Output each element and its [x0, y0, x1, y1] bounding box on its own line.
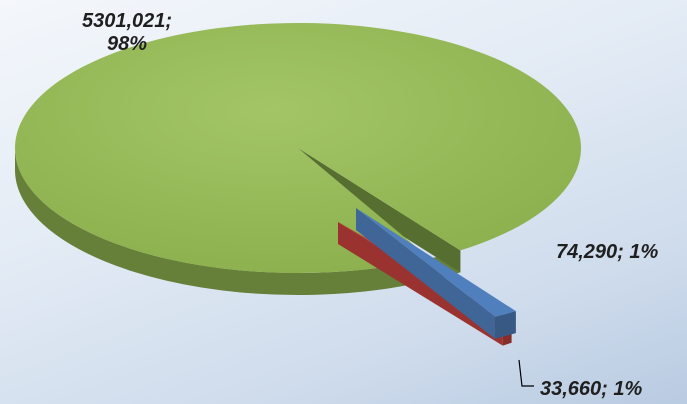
slice-green-side	[15, 148, 461, 296]
slice-label-blue: 74,290; 1%	[556, 241, 659, 263]
slice-green	[15, 22, 582, 273]
slice-green-cut	[298, 148, 461, 273]
leader-line-red	[518, 359, 534, 387]
slice-blue-side	[495, 311, 516, 339]
slice-blue	[356, 208, 516, 317]
slice-red-cut	[338, 222, 503, 346]
slice-label-green: 5301,021; 98%	[62, 10, 192, 56]
slice-blue-cut	[356, 208, 496, 339]
slice-label-green-percent: 98%	[106, 33, 148, 55]
slice-label-red: 33,660; 1%	[540, 378, 643, 400]
slice-label-green-value: 5301,021;	[81, 10, 173, 32]
